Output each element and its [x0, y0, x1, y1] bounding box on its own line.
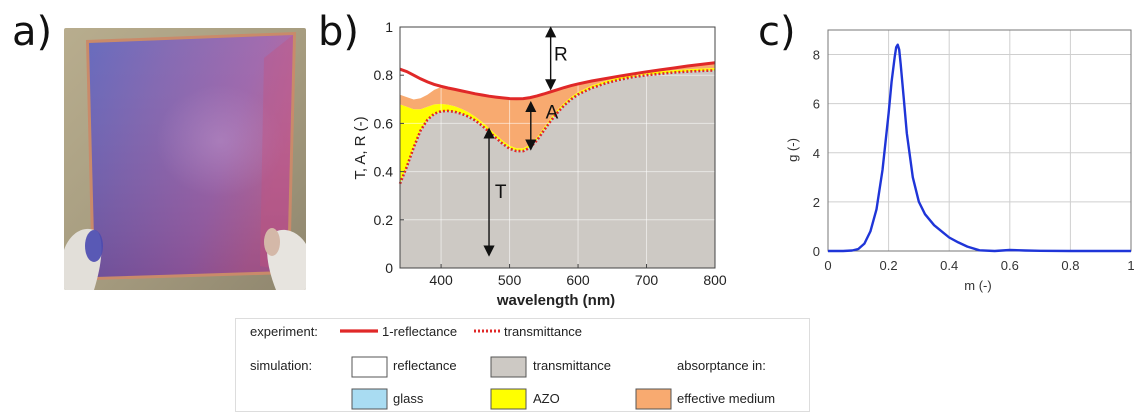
distribution-x-tick-label: 0 — [824, 258, 831, 273]
legend-glass-swatch — [351, 388, 388, 410]
spectrum-chart: 400 500 600 700 800 0 0.2 0.4 0.6 0.8 1 R A T wavelen… — [352, 19, 727, 309]
legend-absorptance-label: absorptance in: — [677, 358, 766, 373]
spectrum-annotation-label-r: R — [554, 45, 568, 66]
spectrum-x-tick-label: 400 — [429, 272, 453, 288]
legend-effective-medium-swatch — [635, 388, 672, 410]
spectrum-effective-medium-absorptance-area — [400, 62, 715, 149]
sample-photo — [64, 28, 306, 290]
legend-glass-label: glass — [393, 391, 424, 406]
legend-transmittance-sim-swatch — [490, 356, 527, 378]
spectrum-transmittance-exp-line — [398, 69, 716, 185]
distribution-x-axis-label: m (-) — [964, 278, 991, 293]
photo-sheet-reflection — [124, 78, 284, 218]
spectrum-y-tick-label: 0 — [385, 260, 393, 276]
distribution-plot-background — [828, 30, 1131, 251]
distribution-plot-area: 0 0.2 0.4 0.6 0.8 1 0 2 4 6 8 — [813, 29, 1135, 273]
spectrum-annotation-label-a: A — [546, 103, 559, 124]
spectrum-x-axis-label: wavelength (nm) — [496, 292, 615, 309]
legend-transmittance-exp-label: transmittance — [504, 324, 582, 339]
spectrum-x-tick-label: 600 — [566, 272, 590, 288]
spectrum-y-tick-label: 0.4 — [374, 164, 394, 180]
spectrum-y-tick-label: 0.6 — [374, 115, 394, 131]
legend-azo-label: AZO — [533, 391, 560, 406]
spectrum-transmittance-area — [400, 71, 715, 268]
spectrum-x-tick-label: 500 — [498, 272, 522, 288]
legend-effective-medium-label: effective medium — [677, 391, 775, 406]
legend-experiment-label: experiment: — [250, 324, 318, 339]
spectrum-one-minus-reflectance-line — [399, 61, 716, 101]
spectrum-x-tick-label: 700 — [635, 272, 659, 288]
legend-reflectance-label: reflectance — [393, 358, 457, 373]
legend-box: experiment: 1-reflectance transmittance … — [235, 318, 810, 412]
distribution-x-tick-label: 0.6 — [1001, 258, 1019, 273]
spectrum-y-tick-label: 0.8 — [374, 67, 394, 83]
distribution-x-tick-label: 1 — [1127, 258, 1134, 273]
legend-one-minus-reflectance-label: 1-reflectance — [382, 324, 457, 339]
legend-azo-swatch — [490, 388, 527, 410]
distribution-x-tick-label: 0.4 — [940, 258, 958, 273]
photo-left-thumb — [85, 230, 103, 262]
spectrum-x-tick-label: 800 — [703, 272, 727, 288]
photo-sheet-red-edge — [260, 35, 293, 271]
distribution-x-tick-label: 0.8 — [1061, 258, 1079, 273]
distribution-y-axis-label: g (-) — [785, 138, 800, 162]
distribution-chart: 0 0.2 0.4 0.6 0.8 1 0 2 4 6 8 m (-) g (-) — [785, 29, 1135, 293]
distribution-y-tick-label: 8 — [813, 48, 820, 63]
spectrum-y-tick-label: 0.2 — [374, 212, 394, 228]
legend-transmittance-sim-label: transmittance — [533, 358, 611, 373]
distribution-x-tick-label: 0.2 — [880, 258, 898, 273]
distribution-y-tick-label: 2 — [813, 195, 820, 210]
distribution-y-tick-label: 4 — [813, 146, 820, 161]
distribution-y-tick-label: 0 — [813, 244, 820, 259]
distribution-y-tick-label: 6 — [813, 97, 820, 112]
spectrum-y-axis-label: T, A, R (-) — [352, 116, 369, 179]
panel-label-b: b) — [318, 9, 359, 55]
spectrum-y-tick-label: 1 — [385, 19, 393, 35]
distribution-line — [828, 43, 1131, 253]
legend-simulation-label: simulation: — [250, 358, 312, 373]
photo-right-thumb — [264, 228, 280, 256]
spectrum-annotation-label-t: T — [495, 182, 507, 203]
legend-reflectance-swatch — [351, 356, 388, 378]
panel-label-c: c) — [758, 9, 796, 55]
spectrum-plot-area: 400 500 600 700 800 0 0.2 0.4 0.6 0.8 1 R A T — [374, 19, 727, 288]
spectrum-plot-frame — [399, 26, 716, 269]
panel-label-a: a) — [12, 9, 53, 55]
